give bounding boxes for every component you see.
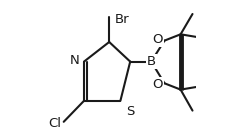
Text: O: O <box>153 33 163 46</box>
Text: S: S <box>126 105 134 118</box>
Text: N: N <box>69 54 79 67</box>
Text: B: B <box>147 55 156 68</box>
Text: Br: Br <box>115 13 130 26</box>
Text: O: O <box>153 78 163 91</box>
Text: Cl: Cl <box>48 117 61 130</box>
